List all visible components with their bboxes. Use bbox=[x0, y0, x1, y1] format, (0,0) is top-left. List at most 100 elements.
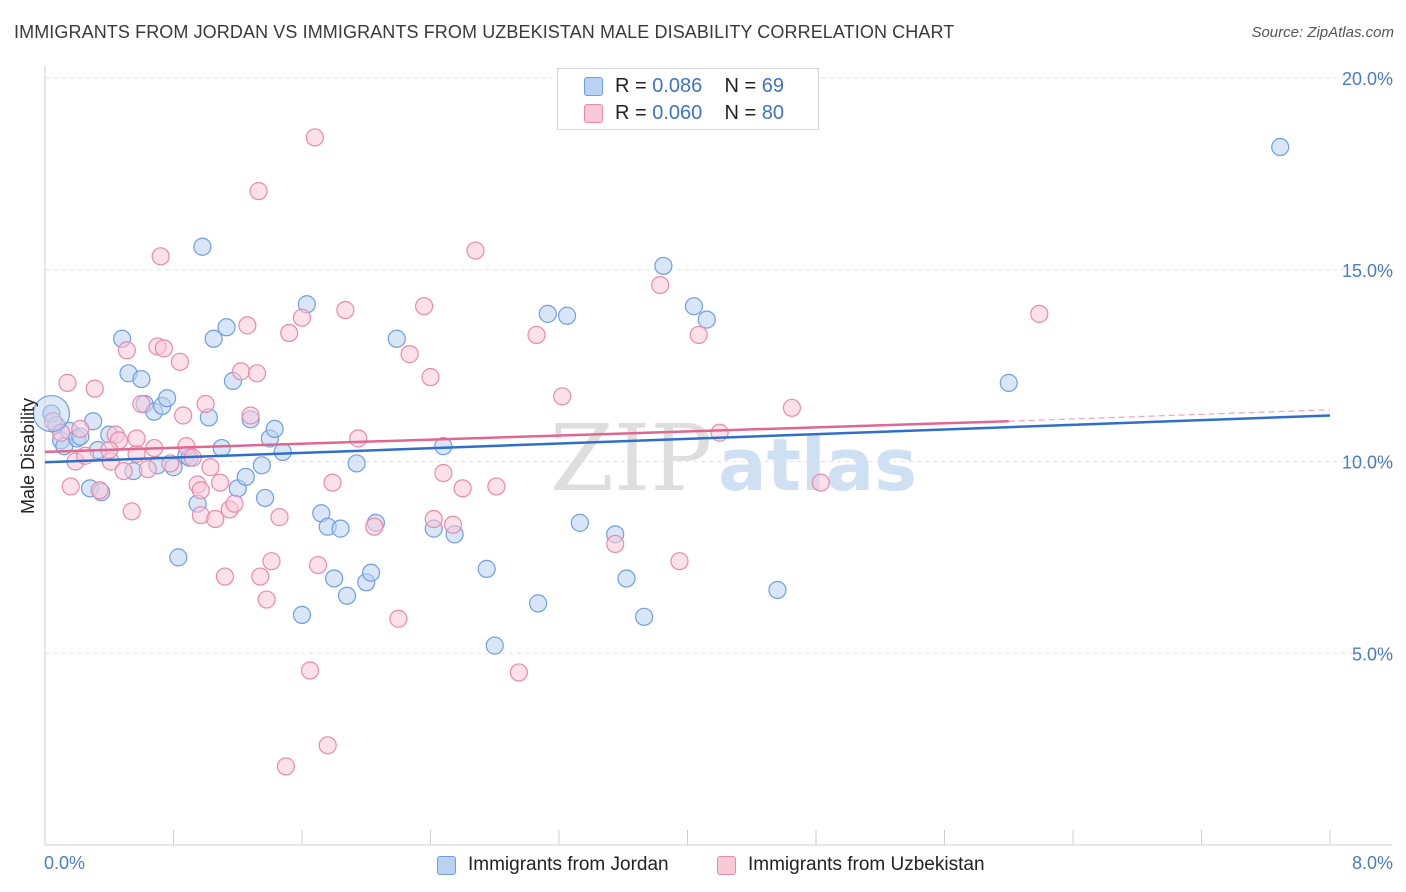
data-point bbox=[421, 368, 440, 387]
data-point bbox=[257, 590, 276, 609]
data-point bbox=[265, 419, 284, 439]
data-point bbox=[557, 306, 577, 325]
data-point bbox=[138, 460, 157, 479]
data-point bbox=[212, 438, 231, 458]
r-label: R = bbox=[615, 74, 653, 97]
trend-extension-uzbekistan bbox=[1008, 409, 1331, 422]
axes bbox=[44, 66, 1392, 846]
data-point bbox=[132, 394, 151, 414]
r-value-jordan: 0.086 bbox=[652, 74, 703, 97]
data-point-large bbox=[32, 394, 71, 433]
data-point bbox=[280, 323, 299, 343]
data-point bbox=[811, 473, 830, 492]
data-point bbox=[201, 458, 220, 477]
data-point bbox=[114, 461, 133, 481]
data-point bbox=[270, 508, 289, 527]
data-point bbox=[308, 555, 328, 575]
y-tick-label: 20.0% bbox=[1342, 69, 1393, 89]
uzbekistan-legend-swatch bbox=[717, 855, 736, 875]
data-point bbox=[389, 609, 408, 628]
data-point bbox=[453, 479, 472, 498]
y-tick-label: 5.0% bbox=[1352, 644, 1393, 664]
data-point bbox=[193, 237, 212, 256]
data-point bbox=[251, 567, 270, 586]
trend-line-uzbekistan bbox=[44, 419, 1009, 454]
data-point bbox=[1030, 304, 1049, 323]
data-point bbox=[635, 607, 654, 626]
data-point bbox=[273, 442, 292, 462]
data-point bbox=[782, 398, 802, 417]
data-point bbox=[414, 297, 434, 316]
data-point bbox=[238, 316, 257, 335]
data-point bbox=[174, 406, 193, 425]
data-point bbox=[292, 605, 312, 625]
data-point bbox=[215, 567, 234, 586]
data-point bbox=[247, 364, 267, 383]
trend-line-jordan bbox=[44, 414, 1331, 464]
data-point bbox=[90, 481, 109, 500]
x-tick-label: 8.0% bbox=[1352, 853, 1393, 873]
data-point bbox=[365, 517, 384, 536]
data-point bbox=[249, 182, 268, 201]
data-point bbox=[617, 569, 636, 588]
data-point bbox=[337, 586, 357, 605]
watermark-zip: ZIP bbox=[550, 405, 712, 512]
data-point bbox=[400, 345, 419, 364]
data-point bbox=[654, 256, 673, 276]
data-point bbox=[161, 454, 180, 473]
n-label: N = bbox=[724, 74, 762, 97]
watermark: ZIP atlas bbox=[550, 405, 917, 512]
tick-labels: 5.0% 10.0% 15.0% 20.0% 0.0% 8.0% bbox=[44, 69, 1393, 873]
data-point bbox=[61, 477, 80, 496]
legend-row-jordan: R = 0.086 N = 69 bbox=[584, 73, 784, 99]
data-point bbox=[570, 513, 589, 532]
bottom-legend-uzbekistan: Immigrants from Uzbekistan bbox=[717, 852, 985, 878]
data-point bbox=[132, 369, 151, 389]
data-point bbox=[527, 325, 546, 345]
uzbekistan-legend-label: Immigrants from Uzbekistan bbox=[748, 854, 985, 875]
data-point bbox=[477, 559, 496, 578]
r-label: R = bbox=[615, 101, 653, 124]
data-point bbox=[157, 389, 177, 408]
r-value-uzbekistan: 0.060 bbox=[652, 101, 703, 124]
data-point bbox=[170, 352, 190, 371]
data-point bbox=[204, 329, 223, 348]
y-tick-label: 15.0% bbox=[1342, 261, 1393, 281]
data-point bbox=[509, 663, 528, 682]
data-point bbox=[697, 310, 716, 329]
data-point bbox=[300, 661, 320, 680]
data-point bbox=[122, 502, 141, 521]
x-tick-label: 0.0% bbox=[44, 853, 85, 873]
data-point bbox=[151, 247, 170, 266]
bottom-legend-jordan: Immigrants from Jordan bbox=[437, 852, 669, 878]
data-point bbox=[117, 341, 137, 360]
y-tick-label: 10.0% bbox=[1342, 453, 1393, 473]
data-point bbox=[768, 580, 787, 600]
data-point bbox=[169, 548, 188, 567]
data-point bbox=[206, 509, 225, 529]
data-point bbox=[670, 552, 689, 571]
data-point bbox=[58, 373, 77, 392]
data-point bbox=[241, 406, 260, 425]
data-point bbox=[434, 437, 453, 456]
data-point bbox=[225, 494, 244, 513]
data-point bbox=[318, 736, 337, 755]
data-point bbox=[466, 241, 485, 260]
chart-title: IMMIGRANTS FROM JORDAN VS IMMIGRANTS FRO… bbox=[14, 22, 955, 42]
data-point bbox=[51, 423, 71, 442]
data-point bbox=[443, 515, 463, 534]
data-point bbox=[191, 481, 210, 500]
data-point bbox=[292, 308, 312, 327]
data-point bbox=[262, 552, 281, 571]
data-point bbox=[217, 318, 236, 337]
data-point bbox=[85, 379, 104, 398]
data-point bbox=[255, 488, 275, 508]
n-value-uzbekistan: 80 bbox=[761, 101, 785, 124]
data-point bbox=[553, 387, 572, 406]
jordan-swatch bbox=[584, 76, 603, 96]
data-point bbox=[529, 594, 548, 613]
data-point bbox=[325, 569, 344, 588]
n-value-jordan: 69 bbox=[761, 74, 785, 97]
data-point bbox=[236, 467, 255, 486]
